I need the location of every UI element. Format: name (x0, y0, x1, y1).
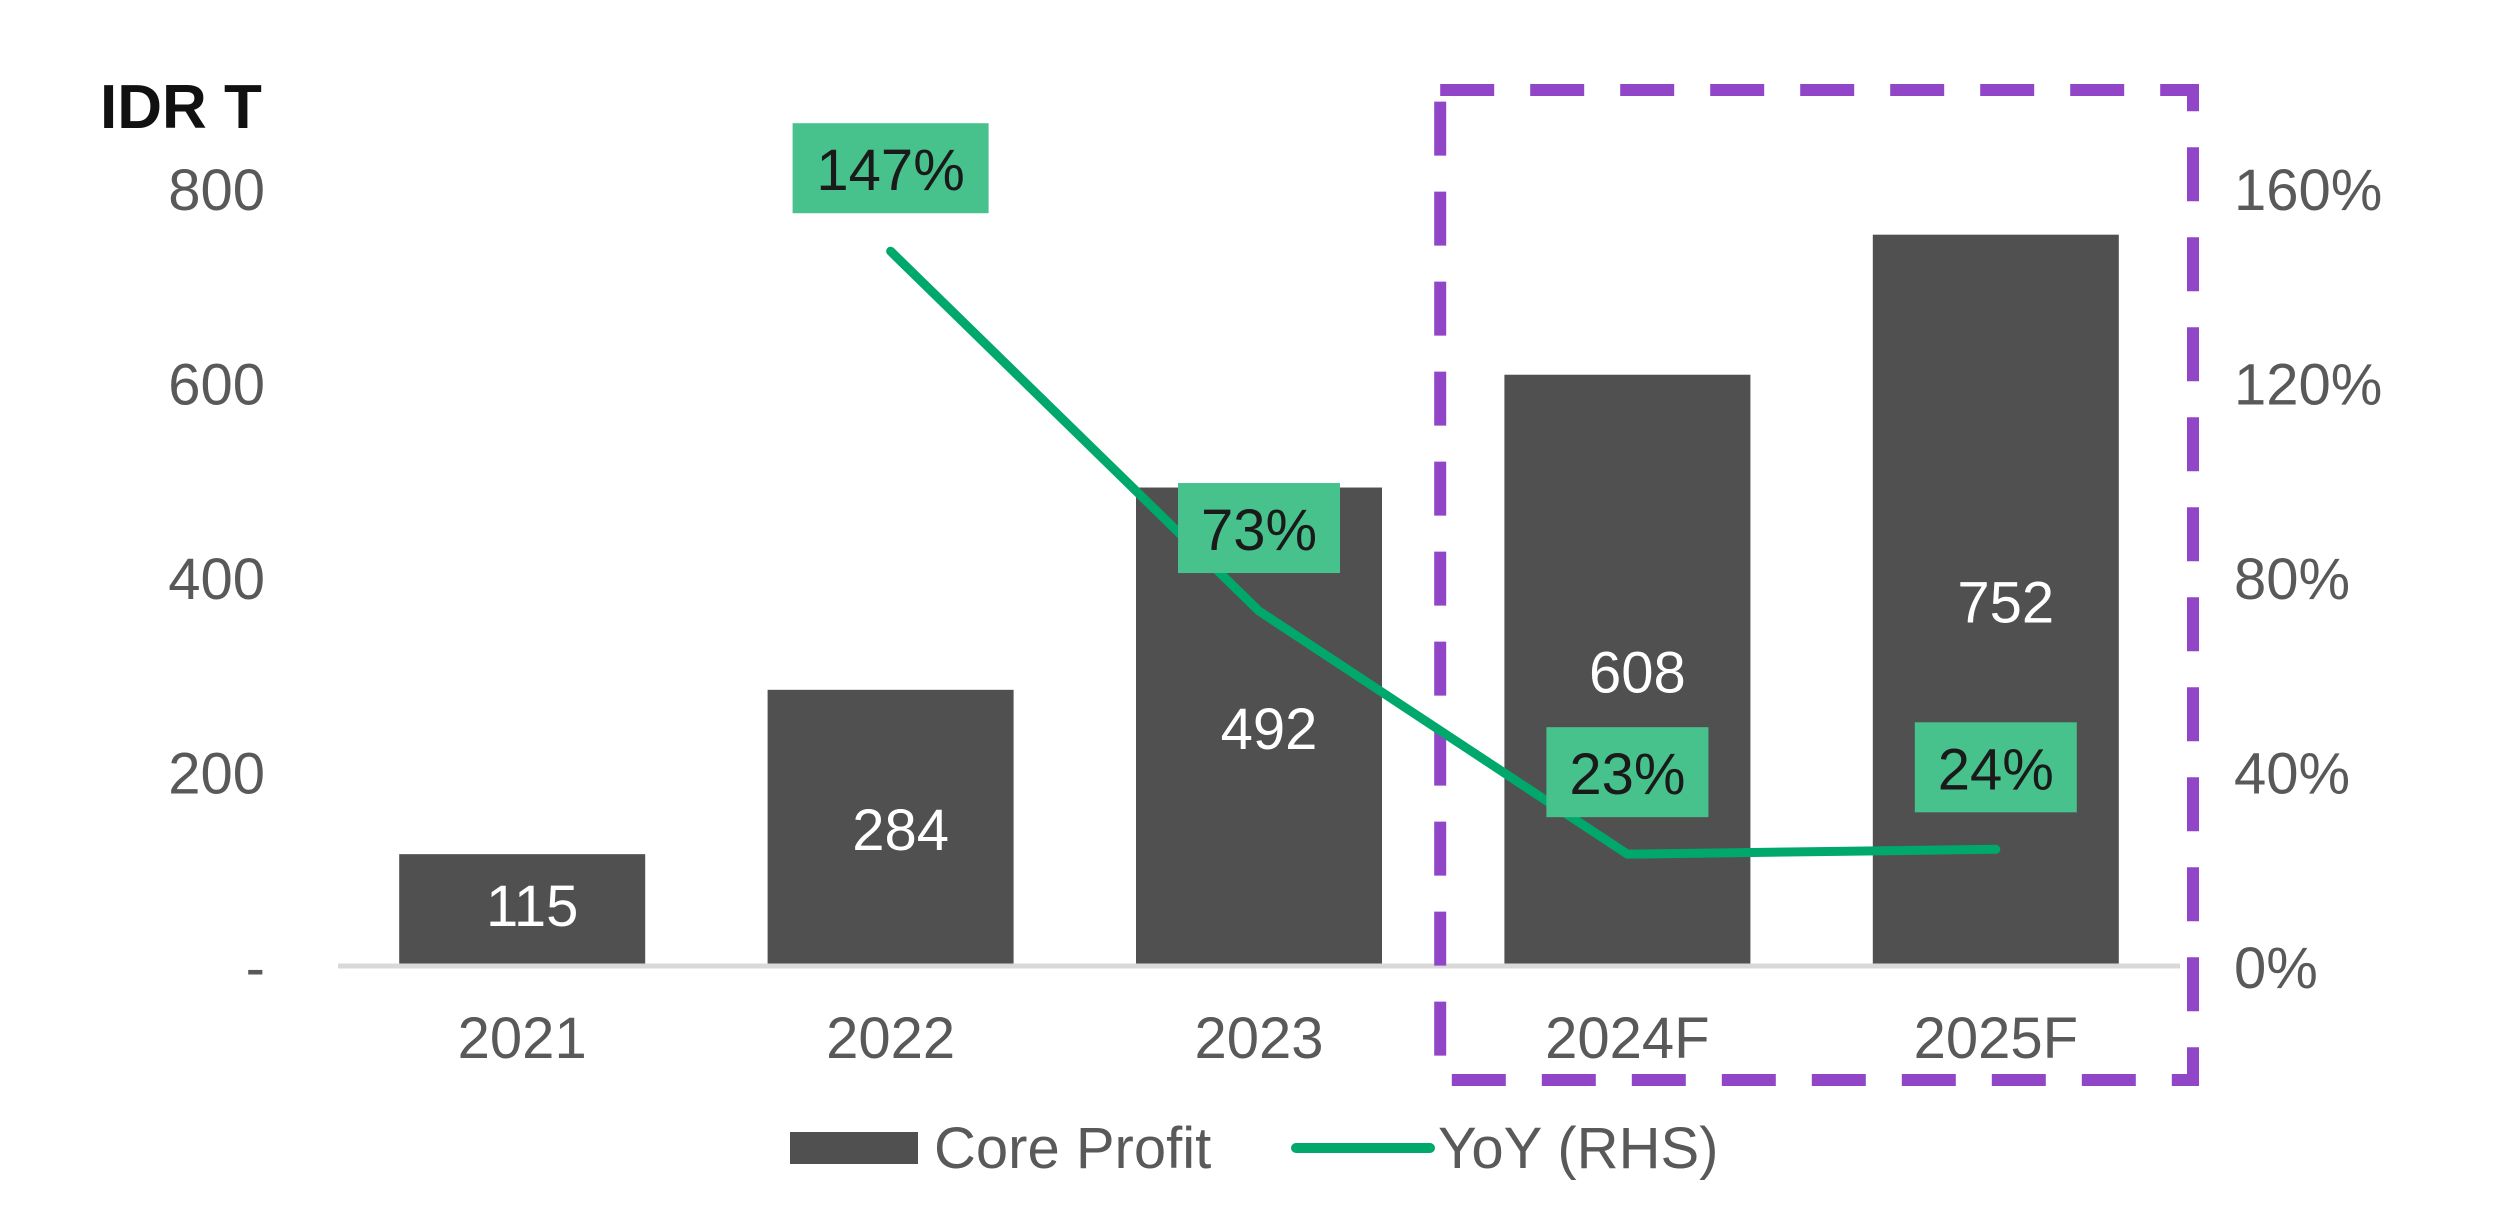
yoy-data-label: 147% (816, 138, 964, 203)
x-axis-tick-label: 2024F (1545, 1006, 1709, 1071)
legend-swatch-core-profit (790, 1132, 918, 1164)
bar-2025F (1872, 234, 2119, 966)
yoy-data-label: 73% (1201, 498, 1317, 563)
x-axis-tick-label: 2025F (1914, 1006, 2078, 1071)
x-axis-tick-label: 2022 (826, 1006, 955, 1071)
yoy-label-box (1178, 483, 1340, 574)
left-axis: - 200 400 600 800 (168, 158, 265, 1001)
bar-data-label: 115 (486, 874, 578, 939)
x-axis: 2021 2022 2023 2024F 2025F (458, 1006, 2078, 1071)
yoy-label-box (792, 123, 989, 214)
left-axis-tick-label: 800 (168, 158, 265, 223)
bar-data-label: 752 (1957, 570, 2054, 635)
left-axis-tick-label: - (246, 936, 265, 1001)
bar-data-labels: 115 284 492 608 752 (486, 570, 2054, 939)
bar-data-label: 492 (1221, 697, 1318, 762)
bar-data-label: 284 (852, 798, 949, 863)
legend: Core Profit YoY (RHS) (790, 1116, 1718, 1181)
bar-series (399, 234, 2119, 967)
bar-2022 (767, 689, 1014, 966)
right-axis-tick-label: 40% (2234, 742, 2350, 807)
yoy-data-label: 24% (1938, 737, 2054, 802)
yoy-label-box (1546, 727, 1709, 818)
bar-2021 (399, 854, 646, 966)
left-axis-tick-label: 600 (168, 353, 265, 418)
yoy-line (886, 246, 2001, 859)
right-axis: 0% 40% 80% 120% 160% (2234, 158, 2382, 1001)
left-axis-unit-label: IDR T (100, 73, 262, 142)
x-axis-tick-label: 2023 (1194, 1006, 1323, 1071)
right-axis-tick-label: 80% (2234, 547, 2350, 612)
yoy-label-box (1914, 722, 2077, 813)
yoy-data-label: 23% (1569, 742, 1685, 807)
line-data-labels: 147% 73% 23% 24% (792, 123, 2077, 818)
right-axis-tick-label: 120% (2234, 353, 2382, 418)
legend-label-yoy: YoY (RHS) (1438, 1116, 1718, 1181)
forecast-highlight (1434, 84, 2199, 1086)
bar-data-label: 608 (1589, 640, 1686, 705)
legend-label-core-profit: Core Profit (934, 1116, 1211, 1181)
right-axis-tick-label: 0% (2234, 936, 2318, 1001)
right-axis-tick-label: 160% (2234, 158, 2382, 223)
forecast-highlight-box (1434, 84, 2199, 1086)
bar-2024F (1504, 374, 1751, 967)
line-series (886, 246, 2001, 859)
x-axis-tick-label: 2021 (458, 1006, 587, 1071)
left-axis-tick-label: 200 (168, 742, 265, 807)
left-axis-tick-label: 400 (168, 547, 265, 612)
